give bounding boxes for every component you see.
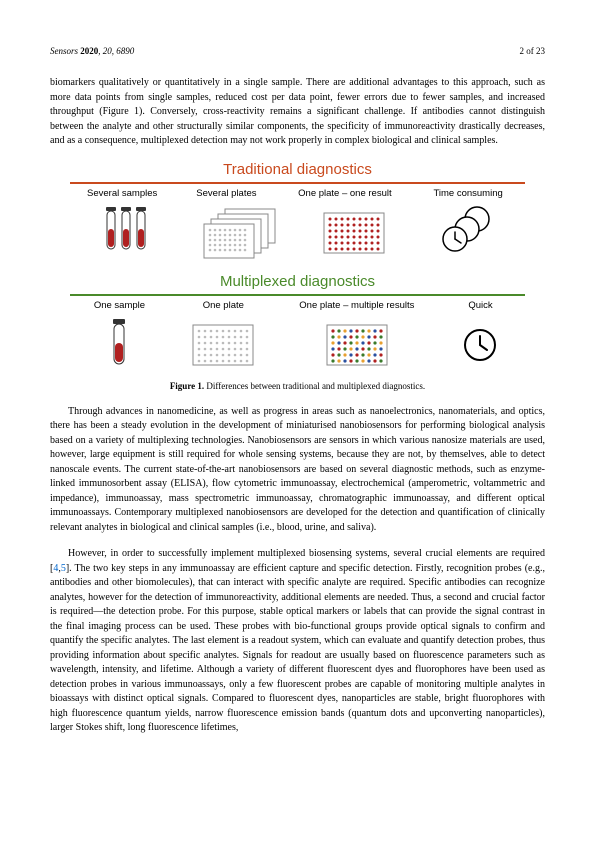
plate-single-icon xyxy=(169,320,278,370)
para2-text: Through advances in nanomedicine, as wel… xyxy=(50,406,545,533)
fig-title-traditional: Traditional diagnostics xyxy=(50,161,545,178)
clock-single-icon xyxy=(436,325,525,365)
fig-label: One plate – multiple results xyxy=(278,300,436,311)
tube-single-icon xyxy=(70,317,169,372)
fig-icons-multiplexed xyxy=(50,315,545,375)
journal-year: 2020 xyxy=(80,46,98,56)
caption-text: Differences between traditional and mult… xyxy=(204,381,425,391)
article-num: 6890 xyxy=(116,46,134,56)
journal-name: Sensors xyxy=(50,46,78,56)
paragraph-2: Through advances in nanomedicine, as wel… xyxy=(50,405,545,536)
fig-label: One plate – one result xyxy=(279,188,412,199)
page-header: Sensors 2020, 20, 6890 2 of 23 xyxy=(50,46,545,56)
plate-multi-icon xyxy=(278,317,436,372)
page-number: 2 of 23 xyxy=(520,46,546,56)
tubes-icon xyxy=(70,205,184,260)
fig-label: Several samples xyxy=(70,188,174,199)
caption-label: Figure 1. xyxy=(170,381,204,391)
fig-separator-orange xyxy=(70,182,525,184)
header-left: Sensors 2020, 20, 6890 xyxy=(50,46,134,56)
plate-result-icon xyxy=(298,205,412,260)
fig-label: One plate xyxy=(169,300,278,311)
fig-label: Quick xyxy=(436,300,525,311)
fig-labels-traditional: Several samples Several plates One plate… xyxy=(50,188,545,199)
paragraph-3: However, in order to successfully implem… xyxy=(50,547,545,736)
figure-caption: Figure 1. Differences between traditiona… xyxy=(50,381,545,391)
fig-labels-multiplexed: One sample One plate One plate – multipl… xyxy=(50,300,545,311)
fig-label: Time consuming xyxy=(411,188,525,199)
journal-vol: 20 xyxy=(103,46,112,56)
plates-many-icon xyxy=(184,205,298,260)
para3b-text: ]. The two key steps in any immunoassay … xyxy=(50,563,545,734)
fig-label: Several plates xyxy=(174,188,278,199)
fig-title-multiplexed: Multiplexed diagnostics xyxy=(50,273,545,290)
fig-separator-green xyxy=(70,294,525,296)
clocks-many-icon xyxy=(411,205,525,260)
fig-icons-traditional xyxy=(50,203,545,263)
paragraph-1: biomarkers qualitatively or quantitative… xyxy=(50,76,545,149)
figure-1: Traditional diagnostics Several samples … xyxy=(50,161,545,391)
fig-label: One sample xyxy=(70,300,169,311)
ref-link-4[interactable]: 4 xyxy=(53,563,58,574)
